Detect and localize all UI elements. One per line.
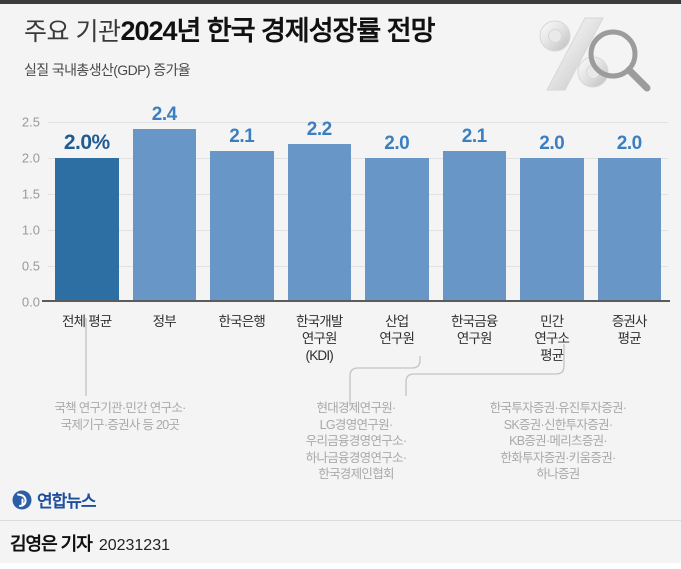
bar-value-label: 2.1 [461,125,487,147]
byline: 김영은 기자 20231231 [10,530,170,556]
y-axis-tick-label: 2.5 [21,114,40,130]
x-axis-category-label: 민간 연구소 평균 [534,314,570,363]
x-axis-category-labels: 전체 평균 정부 한국은행 한국개발 연구원 (KDI) 산업 연구원 한국금융 연구원 민간 연구소… [48,313,668,375]
bar-value-label: 2.0 [616,133,642,154]
bar-series: 2.0% 2.4 2.1 2.2 2.0 2.1 2.0 2.0 [48,104,669,302]
x-axis-category-label: 한국개발 연구원 (KDI) [296,314,343,363]
publish-date: 20231231 [98,537,170,554]
gridline [48,122,668,123]
title-main: 2024년 한국 경제성장률 전망 [120,16,435,46]
bar-slot: 2.1 [436,122,514,302]
bar-slot: 2.1 [203,122,281,302]
y-axis-tick-label: 0.5 [21,258,40,274]
y-axis-tick-label: 1.5 [21,186,40,202]
reporter-name: 김영은 기자 [10,534,93,554]
bar [55,158,119,302]
plot-area: 0.0 0.5 1.0 1.5 2.0 2.5 2.0% 2.4 2.1 2.2 2.0 2.1 2.… [22,104,670,310]
bar-slot: 2.4 [126,104,204,302]
bar-slot: 2.0 [591,122,669,302]
page-subtitle: 실질 국내총생산(GDP) 증가율 [24,62,191,78]
x-axis-category-label: 증권사 평균 [611,314,648,346]
footer-divider [0,520,681,521]
y-axis-tick-label: 0.0 [21,294,40,310]
y-axis-tick-label: 2.0 [21,150,40,166]
x-axis-category-label: 전체 평균 [62,314,112,329]
x-axis-category-label: 산업 연구원 [379,314,415,346]
yonhap-y-mark-icon [12,490,32,509]
yonhap-logo: 연합뉴스 [12,487,97,512]
footnote-private-institutes: 현대경제연구원· LG경영연구원· 우리금융경영연구소· 하나금융경영연구소· 한국경제… [305,401,407,481]
bar [287,143,351,302]
bar [210,150,274,302]
yonhap-logo-text: 연합뉴스 [37,492,97,511]
x-axis-category-label: 정부 [152,314,177,329]
bar-value-label: 2.2 [306,118,332,140]
bar-value-label: 2.0 [384,133,410,154]
bar [597,158,661,302]
bar-value-label: 2.1 [229,125,255,147]
bar [442,150,506,302]
header: 주요 기관2024년 한국 경제성장률 전망 실질 국내총생산(GDP) 증가율 [0,4,681,92]
page-title: 주요 기관2024년 한국 경제성장률 전망 [24,16,435,46]
x-axis-category-label: 한국은행 [218,314,266,329]
bar-value-label: 2.0 [539,133,565,154]
percent-magnifier-icon [539,17,651,92]
footnote-securities: 한국투자증권·유진투자증권· SK증권·신한투자증권· KB증권·메리츠증권· 한화투… [489,401,627,481]
bar-value-label: 2.4 [151,104,177,126]
bar [132,129,196,302]
footnote-connectors [85,318,565,406]
bottom-spacer [0,563,681,569]
bar-slot: 2.0 [513,122,591,302]
bar [520,158,584,302]
gridline [48,158,668,159]
footnote-total-average: 국책 연구기관·민간 연구소· 국제기구·증권사 등 20곳 [54,401,186,432]
bar-value-label: 2.0% [63,131,110,154]
y-axis-tick-label: 1.0 [21,222,40,238]
gridline [48,194,668,195]
connector-securities-average [405,344,565,396]
top-divider [0,0,681,4]
connector-private-institutes [349,356,421,406]
gridline [48,266,668,267]
bar-slot: 2.2 [281,118,359,302]
title-prefix: 주요 기관 [24,18,121,46]
x-axis-line [42,300,670,302]
x-axis-category-label: 한국금융 연구원 [451,314,498,346]
gridline [48,230,668,231]
bar-chart: 0.0 0.5 1.0 1.5 2.0 2.5 2.0% 2.4 2.1 2.2 2.0 2.1 2.… [0,104,681,310]
bar-slot: 2.0 [358,122,436,302]
bar-slot: 2.0% [48,122,126,302]
bar [365,158,429,302]
